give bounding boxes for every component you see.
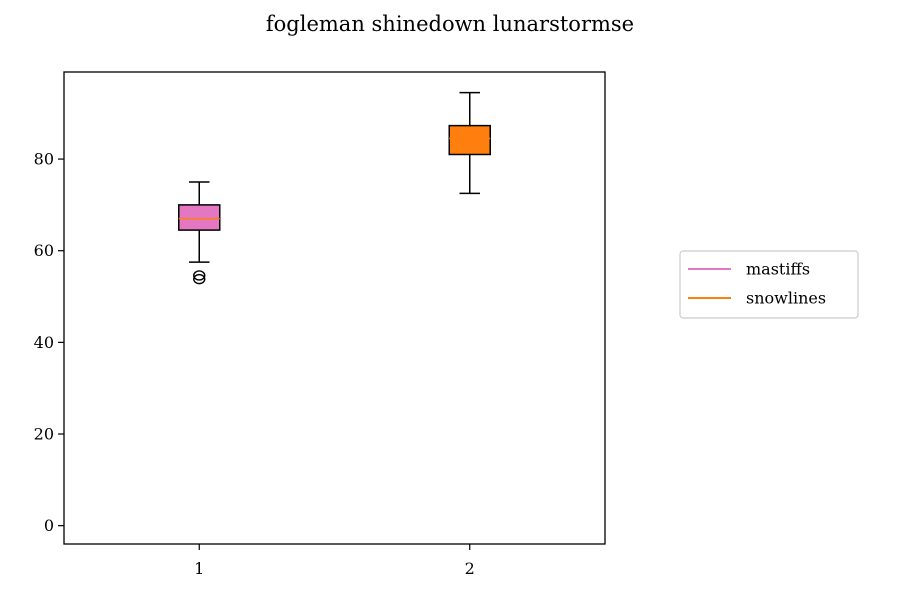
outlier-point [193,273,206,285]
y-tick-label: 80 [34,150,54,169]
y-tick-label: 0 [44,516,54,535]
box-snowlines [448,124,491,156]
y-tick-label: 40 [34,333,54,352]
legend-label-snowlines: snowlines [746,289,826,308]
plot-frame [63,71,606,545]
outlier-point [193,270,206,281]
x-tick-label: 1 [194,559,204,578]
legend: mastiffs snowlines [679,250,859,319]
y-tick-label: 20 [34,425,54,444]
box-mastiffs [178,204,221,231]
legend-label-mastiffs: mastiffs [746,260,810,279]
y-tick-label: 60 [34,241,54,260]
legend-box [679,250,859,319]
chart-title: fogleman shinedown lunarstormse [266,12,634,36]
plot-area: 0 20 40 60 80 1 2 [34,91,491,578]
x-tick-label: 2 [465,559,475,578]
